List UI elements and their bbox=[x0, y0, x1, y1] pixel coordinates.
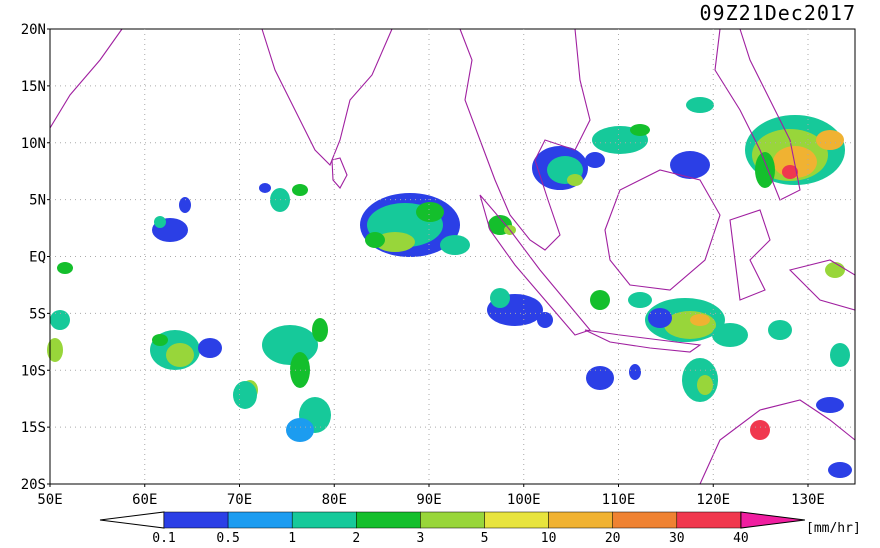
rain-cell bbox=[567, 174, 583, 186]
colorbar-label: 30 bbox=[669, 531, 685, 544]
rain-cell bbox=[198, 338, 222, 358]
rain-cell bbox=[375, 232, 415, 252]
lat-label: EQ bbox=[29, 250, 46, 266]
rain-cell bbox=[233, 381, 257, 409]
coastline bbox=[714, 28, 801, 201]
rain-cell bbox=[166, 343, 194, 367]
rain-cell bbox=[816, 130, 844, 150]
colorbar-over bbox=[740, 511, 805, 529]
lat-label: 15N bbox=[21, 79, 46, 95]
lon-label: 130E bbox=[791, 492, 825, 508]
colorbar-box bbox=[420, 511, 485, 529]
lat-label: 15S bbox=[21, 420, 46, 436]
coastline bbox=[261, 28, 393, 166]
rain-cell bbox=[670, 151, 710, 179]
colorbar-label: 20 bbox=[605, 531, 621, 544]
rain-cell bbox=[262, 325, 318, 365]
rain-cell bbox=[629, 364, 641, 380]
colorbar-box bbox=[484, 511, 549, 529]
rain-cell bbox=[585, 152, 605, 168]
colorbar-box bbox=[612, 511, 678, 529]
rain-cell bbox=[590, 290, 610, 310]
coastline bbox=[584, 329, 702, 353]
rain-cell bbox=[152, 334, 168, 346]
coastline bbox=[604, 169, 721, 291]
colorbar-label: 0.1 bbox=[152, 531, 175, 544]
rain-cell bbox=[664, 311, 716, 339]
rain-cell bbox=[755, 152, 775, 188]
colorbar-label: 1 bbox=[288, 531, 296, 544]
coastline bbox=[331, 157, 348, 189]
lon-label: 120E bbox=[696, 492, 730, 508]
precipitation bbox=[47, 97, 852, 478]
rain-cell bbox=[50, 310, 70, 330]
colorbar-box bbox=[356, 511, 421, 529]
colorbar-label: 10 bbox=[541, 531, 557, 544]
colorbar-box bbox=[227, 511, 293, 529]
lon-label: 60E bbox=[132, 492, 157, 508]
rain-cell bbox=[312, 318, 328, 342]
colorbar-label: 2 bbox=[352, 531, 360, 544]
lon-label: 110E bbox=[602, 492, 636, 508]
lat-label: 10S bbox=[21, 363, 46, 379]
coastline bbox=[479, 194, 591, 336]
rain-cell bbox=[179, 197, 191, 213]
rain-cell bbox=[440, 235, 470, 255]
rain-cell bbox=[286, 418, 314, 442]
coastline bbox=[49, 28, 123, 129]
colorbar-unit: [mm/hr] bbox=[806, 521, 861, 536]
lat-label: 5N bbox=[29, 193, 46, 209]
rain-cell bbox=[154, 216, 166, 228]
coastline bbox=[729, 209, 771, 301]
coastline bbox=[459, 28, 591, 251]
lon-label: 50E bbox=[37, 492, 62, 508]
lat-label: 5S bbox=[29, 306, 46, 322]
coastlines bbox=[49, 28, 856, 485]
colorbar-box bbox=[676, 511, 742, 529]
rain-cell bbox=[686, 97, 714, 113]
rain-cell bbox=[750, 420, 770, 440]
colorbar-box bbox=[163, 511, 229, 529]
rain-cell bbox=[697, 375, 713, 395]
rain-cell bbox=[830, 343, 850, 367]
lon-label: 90E bbox=[416, 492, 441, 508]
rain-cell bbox=[416, 202, 444, 222]
lon-label: 70E bbox=[227, 492, 252, 508]
colorbar-box bbox=[548, 511, 613, 529]
rain-cell bbox=[630, 124, 650, 136]
rain-cell bbox=[47, 338, 63, 362]
rain-cell bbox=[586, 366, 614, 390]
lon-label: 100E bbox=[507, 492, 541, 508]
colorbar-label: 0.5 bbox=[216, 531, 239, 544]
rain-cell bbox=[690, 314, 710, 326]
colorbar-box bbox=[291, 511, 357, 529]
title: 09Z21Dec2017 bbox=[700, 1, 857, 25]
rain-cell bbox=[628, 292, 652, 308]
coastline bbox=[699, 399, 856, 485]
rain-cell bbox=[782, 165, 798, 179]
rain-cell bbox=[537, 312, 553, 328]
lon-label: 80E bbox=[322, 492, 347, 508]
rain-cell bbox=[365, 232, 385, 248]
colorbar-label: 40 bbox=[733, 531, 749, 544]
rain-cell bbox=[490, 288, 510, 308]
rain-cell bbox=[825, 262, 845, 278]
rain-cell bbox=[828, 462, 852, 478]
rain-cell bbox=[57, 262, 73, 274]
rain-cell bbox=[712, 323, 748, 347]
lat-label: 20S bbox=[21, 477, 46, 493]
lat-label: 10N bbox=[21, 136, 46, 152]
rain-cell bbox=[768, 320, 792, 340]
rain-cell bbox=[292, 184, 308, 196]
lat-label: 20N bbox=[21, 22, 46, 38]
rain-cell bbox=[259, 183, 271, 193]
rain-cell bbox=[816, 397, 844, 413]
colorbar: 0.1 0.5 1 2 3 5 10 20 30 40 [mm/hr] bbox=[99, 511, 861, 546]
colorbar-label: 5 bbox=[481, 531, 489, 544]
colorbar-label: 3 bbox=[416, 531, 424, 544]
rain-cell bbox=[648, 308, 672, 328]
